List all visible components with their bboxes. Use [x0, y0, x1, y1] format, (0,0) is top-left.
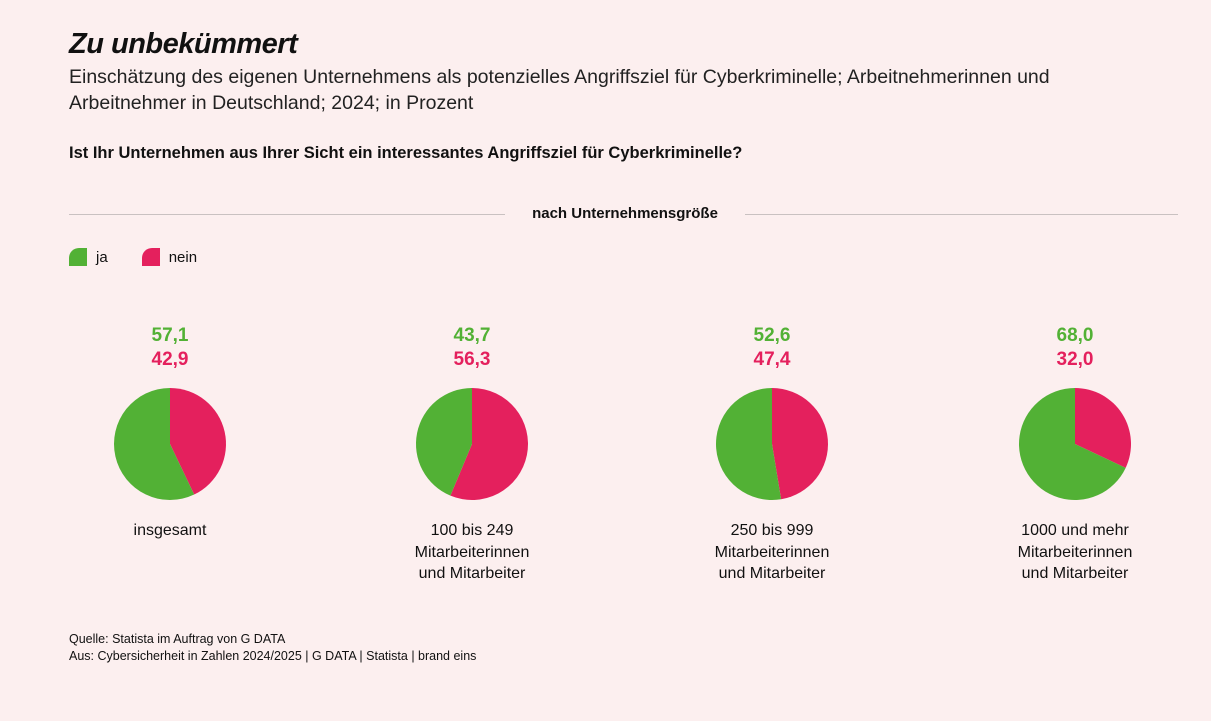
data-label-nein: 47,4	[753, 349, 791, 370]
pie-slice-ja	[114, 388, 195, 500]
legend: ja nein	[69, 248, 231, 266]
category-label-line: insgesamt	[133, 522, 207, 539]
pie-slice-ja	[716, 388, 782, 500]
group-label: nach Unternehmensgröße	[505, 203, 745, 225]
category-label-line: und Mitarbeiter	[418, 565, 526, 582]
category-label-line: und Mitarbeiter	[1021, 565, 1129, 582]
data-label-nein: 56,3	[453, 349, 491, 370]
pie-chart	[416, 388, 528, 500]
category-label-line: 250 bis 999	[730, 522, 814, 539]
source-note: Quelle: Statista im Auftrag von G DATA A…	[69, 631, 476, 665]
chart-title: Zu unbekümmert	[69, 28, 298, 60]
data-label-ja: 57,1	[151, 325, 189, 346]
chart-subtitle: Einschätzung des eigenen Unternehmens al…	[69, 66, 1050, 114]
category-label-line: 1000 und mehr	[1021, 522, 1129, 539]
pie-chart	[716, 388, 829, 500]
category-label: insgesamt	[70, 520, 270, 542]
data-label-ja: 68,0	[1056, 325, 1094, 346]
legend-item-ja: ja	[69, 248, 108, 266]
pie-slice-nein	[1075, 388, 1131, 468]
legend-label-nein: nein	[168, 248, 198, 266]
pie-slice-ja	[416, 388, 472, 496]
pie-slice-nein	[170, 388, 227, 495]
legend-swatch-nein-icon	[141, 248, 160, 266]
category-label-line: Mitarbeiterinnen	[714, 543, 830, 561]
category-label-line: Mitarbeiterinnen	[1017, 543, 1133, 561]
source-line-2: Aus: Cybersicherheit in Zahlen 2024/2025…	[69, 649, 477, 663]
pie-chart	[114, 388, 227, 500]
category-label-line: Mitarbeiterinnen	[414, 543, 530, 561]
data-label-nein: 32,0	[1056, 349, 1094, 370]
pie-slice-nein	[450, 388, 528, 500]
pie-chart	[1019, 388, 1131, 500]
data-label-ja: 43,7	[453, 325, 491, 346]
legend-label-ja: ja	[96, 248, 108, 266]
pie-slice-ja	[1019, 388, 1126, 500]
source-line-1: Quelle: Statista im Auftrag von G DATA	[69, 632, 286, 646]
legend-item-nein: nein	[141, 248, 198, 266]
category-label: 100 bis 249 Mitarbeiterinnen und Mitarbeit…	[372, 520, 572, 585]
category-label-line: und Mitarbeiter	[718, 565, 826, 582]
legend-swatch-ja-icon	[69, 248, 87, 266]
pie-slice-nein	[772, 388, 829, 500]
survey-question: Ist Ihr Unternehmen aus Ihrer Sicht ein …	[69, 144, 743, 162]
category-label-line: 100 bis 249	[430, 522, 514, 539]
category-label: 1000 und mehr Mitarbeiterinnen und Mitarbe…	[975, 520, 1175, 585]
data-label-ja: 52,6	[753, 325, 791, 346]
category-label: 250 bis 999 Mitarbeiterinnen und Mitarbeit…	[672, 520, 872, 585]
data-label-nein: 42,9	[151, 349, 189, 370]
